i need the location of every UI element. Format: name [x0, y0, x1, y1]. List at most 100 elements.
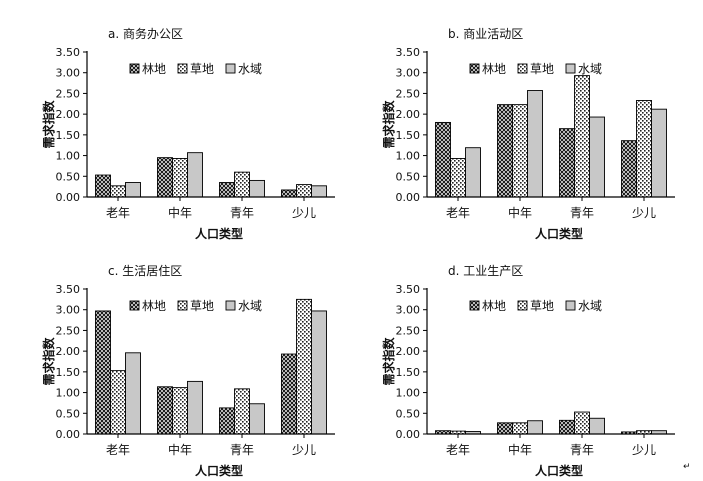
x-tick-label: 老年: [106, 443, 130, 457]
x-tick-label: 青年: [230, 443, 254, 457]
x-tick-label: 中年: [168, 442, 192, 457]
y-tick-label: 0.00: [396, 191, 421, 204]
y-tick-label: 3.50: [396, 283, 421, 296]
x-tick-label: 少儿: [292, 443, 316, 457]
bar: [559, 128, 575, 198]
legend-swatch: [469, 300, 480, 311]
bar: [187, 380, 203, 435]
y-tick-label: 0.00: [56, 191, 81, 204]
bar: [249, 403, 265, 435]
legend-swatch: [177, 300, 188, 311]
bar: [621, 140, 637, 198]
y-tick-label: 2.50: [396, 87, 421, 100]
bar: [296, 184, 312, 198]
y-axis-label: 需求指数: [41, 100, 56, 149]
bar: [574, 75, 590, 198]
x-tick-label: 青年: [570, 206, 594, 220]
x-tick-label: 少儿: [632, 443, 656, 457]
y-tick-label: 1.00: [396, 150, 421, 163]
x-tick-label: 少儿: [292, 206, 316, 220]
y-tick-label: 2.00: [56, 108, 81, 121]
y-tick-label: 0.50: [56, 170, 81, 183]
bar: [311, 185, 327, 198]
bar: [249, 179, 265, 198]
x-tick-label: 中年: [508, 442, 532, 457]
x-axis-label: 人口类型: [195, 226, 243, 241]
legend: 林地 草地 水域: [469, 299, 602, 313]
y-tick-label: 1.00: [56, 387, 81, 400]
bar: [234, 388, 250, 435]
bar: [559, 419, 575, 435]
bar: [172, 387, 188, 435]
panel-title: c. 生活居住区: [108, 264, 182, 278]
bar: [125, 182, 141, 198]
legend-label: 草地: [190, 62, 214, 76]
y-tick-label: 0.00: [396, 428, 421, 441]
legend-swatch: [129, 63, 140, 74]
bar: [589, 116, 605, 198]
bar: [281, 189, 297, 198]
footnote-mark: ↵: [683, 462, 691, 472]
legend-swatch: [225, 63, 236, 74]
x-tick-label: 中年: [168, 205, 192, 220]
legend-label: 草地: [530, 62, 554, 76]
bar: [157, 157, 173, 198]
x-tick-label: 老年: [446, 206, 470, 220]
y-axis-label: 需求指数: [381, 100, 396, 149]
y-tick-label: 3.00: [396, 67, 421, 80]
y-tick-label: 1.50: [56, 129, 81, 142]
panel-title: d. 工业生产区: [448, 264, 523, 278]
legend-label: 水域: [238, 299, 262, 313]
bar: [281, 353, 297, 435]
bar: [651, 108, 667, 198]
legend-label: 草地: [530, 299, 554, 313]
y-tick-label: 2.00: [56, 345, 81, 358]
y-tick-label: 0.50: [396, 170, 421, 183]
bar: [219, 182, 235, 198]
y-tick-label: 3.00: [56, 304, 81, 317]
x-tick-label: 老年: [446, 443, 470, 457]
y-tick-label: 3.50: [56, 283, 81, 296]
bar: [296, 298, 312, 435]
legend-label: 水域: [238, 62, 262, 76]
y-tick-label: 1.00: [396, 387, 421, 400]
bar: [219, 407, 235, 435]
y-tick-label: 3.50: [56, 46, 81, 59]
y-tick-label: 1.50: [56, 366, 81, 379]
x-axis-label: 人口类型: [535, 463, 583, 477]
bar: [527, 420, 543, 435]
y-tick-label: 3.00: [396, 304, 421, 317]
bar: [95, 310, 111, 435]
legend-swatch: [565, 63, 576, 74]
bar: [574, 411, 590, 435]
bar: [465, 147, 481, 198]
y-tick-label: 2.00: [396, 108, 421, 121]
bar: [435, 121, 451, 198]
x-tick-label: 少儿: [632, 206, 656, 220]
y-axis-label: 需求指数: [41, 337, 56, 386]
y-tick-label: 2.50: [396, 324, 421, 337]
legend-label: 水域: [578, 299, 602, 313]
bar: [110, 185, 126, 198]
legend-swatch: [517, 300, 528, 311]
legend-label: 草地: [190, 299, 214, 313]
legend-swatch: [469, 63, 480, 74]
y-tick-label: 0.00: [56, 428, 81, 441]
panel-title: b. 商业活动区: [448, 26, 523, 41]
y-tick-label: 3.00: [56, 67, 81, 80]
x-tick-label: 中年: [508, 205, 532, 220]
bar: [512, 104, 528, 198]
legend: 林地 草地 水域: [469, 62, 602, 76]
y-tick-label: 1.50: [396, 366, 421, 379]
legend-label: 水域: [578, 62, 602, 76]
y-tick-label: 3.50: [396, 46, 421, 59]
bar: [450, 158, 466, 198]
legend-label: 林地: [142, 62, 166, 76]
legend-swatch: [517, 63, 528, 74]
